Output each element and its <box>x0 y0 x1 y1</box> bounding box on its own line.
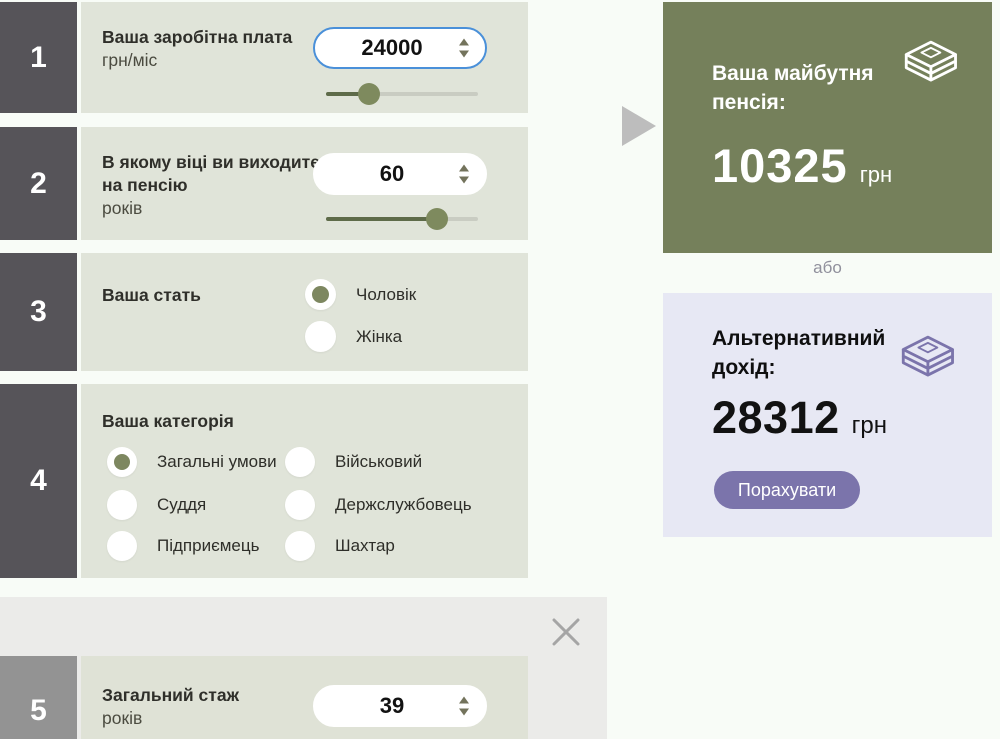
alt-income-value: 28312 грн <box>712 392 887 444</box>
category-military-radio[interactable]: Військовий <box>285 447 422 477</box>
step-retirement-age: 2 В якому віці ви виходите на пенсію рок… <box>0 127 528 240</box>
salary-label-block: Ваша заробітна плата грн/міс <box>102 26 320 72</box>
step-experience: 5 Загальний стаж років <box>0 656 528 739</box>
step-category: 4 Ваша категорія Загальні умови Військов… <box>0 384 528 578</box>
spinner-down-icon[interactable] <box>459 708 469 716</box>
category-label-block: Ваша категорія <box>102 410 320 433</box>
category-panel: Ваша категорія Загальні умови Військовий… <box>81 384 528 578</box>
right-arrow-icon <box>622 106 656 146</box>
radio-circle-icon[interactable] <box>305 321 336 352</box>
retirement-age-slider[interactable] <box>326 208 478 230</box>
pension-amount: 10325 <box>712 139 848 192</box>
category-judge-label[interactable]: Суддя <box>157 495 207 514</box>
experience-unit: років <box>102 708 143 729</box>
radio-circle-icon[interactable] <box>285 531 315 561</box>
slider-track[interactable] <box>326 92 478 96</box>
radio-circle-icon[interactable] <box>107 531 137 561</box>
money-stack-icon <box>904 40 957 82</box>
gender-panel: Ваша стать Чоловік Жінка <box>81 253 528 371</box>
pension-currency: грн <box>859 162 893 187</box>
salary-input[interactable] <box>315 29 485 67</box>
salary-input-pill <box>313 27 487 69</box>
experience-input-pill <box>313 685 487 727</box>
gender-female-radio[interactable]: Жінка <box>305 321 402 352</box>
gender-label: Ваша стать <box>102 285 201 305</box>
step-number-1: 1 <box>0 2 77 113</box>
salary-spinner <box>459 38 469 58</box>
retirement-age-panel: В якому віці ви виходите на пенсію років <box>81 127 528 240</box>
retirement-age-input[interactable] <box>315 155 485 193</box>
category-judge-radio[interactable]: Суддя <box>107 490 206 520</box>
category-civil-servant-label[interactable]: Держслужбовець <box>335 495 472 514</box>
experience-label-block: Загальний стаж років <box>102 684 320 730</box>
step-number-3: 3 <box>0 253 77 371</box>
pension-card-title: Ваша майбутня пенсія: <box>712 62 874 114</box>
experience-spinner <box>459 696 469 716</box>
salary-panel: Ваша заробітна плата грн/міс <box>81 2 528 113</box>
category-military-label[interactable]: Військовий <box>335 452 423 471</box>
radio-circle-icon[interactable] <box>285 447 315 477</box>
close-icon[interactable] <box>547 613 585 651</box>
slider-thumb[interactable] <box>425 208 448 230</box>
step-number-2: 2 <box>0 127 77 240</box>
category-entrepreneur-radio[interactable]: Підприємець <box>107 531 259 561</box>
experience-label: Загальний стаж <box>102 685 239 705</box>
gender-male-label[interactable]: Чоловік <box>356 284 417 304</box>
pension-result-card: Ваша майбутня пенсія: 10325 грн <box>663 2 992 253</box>
spinner-up-icon[interactable] <box>459 164 469 172</box>
category-entrepreneur-label[interactable]: Підприємець <box>157 536 260 555</box>
gender-male-radio[interactable]: Чоловік <box>305 279 416 310</box>
calculate-button[interactable]: Порахувати <box>714 471 860 509</box>
experience-input[interactable] <box>315 687 485 725</box>
slider-thumb[interactable] <box>357 83 380 105</box>
step-number-5: 5 <box>0 656 77 739</box>
retirement-age-label: В якому віці ви виходите на пенсію <box>102 152 320 196</box>
step-gender: 3 Ваша стать Чоловік Жінка <box>0 253 528 371</box>
retirement-age-label-block: В якому віці ви виходите на пенсію років <box>102 151 320 220</box>
salary-unit: грн/міс <box>102 50 158 71</box>
salary-slider[interactable] <box>326 83 478 105</box>
radio-circle-icon[interactable] <box>107 447 137 477</box>
category-general-radio[interactable]: Загальні умови <box>107 447 277 477</box>
category-general-label[interactable]: Загальні умови <box>157 452 277 471</box>
spinner-down-icon[interactable] <box>459 176 469 184</box>
alt-card-title: Альтернативний дохід: <box>712 327 886 379</box>
category-label: Ваша категорія <box>102 411 234 431</box>
radio-circle-icon[interactable] <box>107 490 137 520</box>
radio-circle-icon[interactable] <box>305 279 336 310</box>
money-stack-icon <box>901 335 954 377</box>
radio-circle-icon[interactable] <box>285 490 315 520</box>
salary-label: Ваша заробітна плата <box>102 27 293 47</box>
or-separator-label: або <box>813 258 842 277</box>
alt-income-currency: грн <box>851 412 887 439</box>
retirement-age-spinner <box>459 164 469 184</box>
category-miner-label[interactable]: Шахтар <box>335 536 395 555</box>
retirement-age-unit: років <box>102 198 143 219</box>
retirement-age-input-pill <box>313 153 487 195</box>
slider-fill <box>326 92 369 96</box>
slider-fill <box>326 217 437 221</box>
step-number-4: 4 <box>0 384 77 578</box>
gender-female-label[interactable]: Жінка <box>356 326 403 346</box>
step-salary: 1 Ваша заробітна плата грн/міс <box>0 2 528 113</box>
spinner-up-icon[interactable] <box>459 38 469 46</box>
spinner-up-icon[interactable] <box>459 696 469 704</box>
category-civil-servant-radio[interactable]: Держслужбовець <box>285 490 472 520</box>
alt-income-amount: 28312 <box>712 392 840 443</box>
gender-label-block: Ваша стать <box>102 284 320 307</box>
alternative-income-card: Альтернативний дохід: 28312 грн Порахува… <box>663 293 992 537</box>
pension-value: 10325 грн <box>712 138 892 193</box>
spinner-down-icon[interactable] <box>459 50 469 58</box>
category-miner-radio[interactable]: Шахтар <box>285 531 395 561</box>
experience-panel: Загальний стаж років <box>81 656 528 739</box>
